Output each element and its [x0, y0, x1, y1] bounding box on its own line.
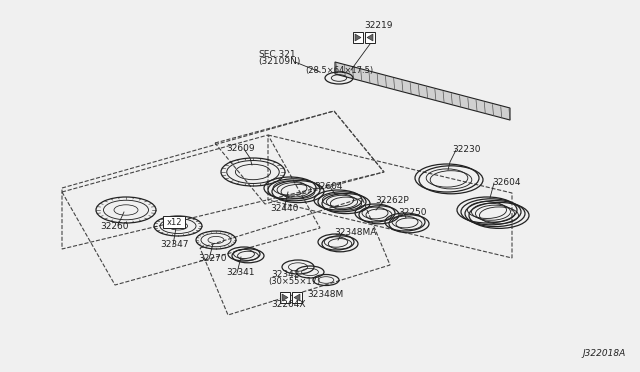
- Text: 32348M: 32348M: [307, 290, 343, 299]
- Text: (28.5×64×17.5): (28.5×64×17.5): [305, 66, 373, 75]
- Text: 32270: 32270: [198, 254, 227, 263]
- Bar: [353, 32, 363, 43]
- Text: 32604: 32604: [314, 182, 342, 191]
- Bar: [292, 292, 302, 303]
- Polygon shape: [294, 294, 300, 301]
- Polygon shape: [355, 34, 361, 41]
- Bar: [280, 292, 290, 303]
- Text: 32440: 32440: [270, 204, 298, 213]
- Text: 32609: 32609: [226, 144, 255, 153]
- Text: 32260: 32260: [100, 222, 129, 231]
- Text: 32230: 32230: [452, 145, 481, 154]
- Text: 32604: 32604: [492, 178, 520, 187]
- Polygon shape: [282, 294, 288, 301]
- Bar: [365, 32, 375, 43]
- Text: 32219: 32219: [364, 21, 392, 30]
- Text: SEC.321: SEC.321: [258, 50, 296, 59]
- Text: 32341: 32341: [226, 268, 255, 277]
- Text: 32342: 32342: [271, 270, 300, 279]
- Text: (32109N): (32109N): [258, 57, 300, 66]
- Text: x12: x12: [167, 218, 182, 227]
- Text: 32250: 32250: [398, 208, 426, 217]
- Text: J322018A: J322018A: [583, 349, 626, 358]
- Text: (30×55×17): (30×55×17): [268, 277, 320, 286]
- Polygon shape: [335, 62, 510, 120]
- Text: 32348MA: 32348MA: [334, 228, 376, 237]
- Text: 32347: 32347: [160, 240, 189, 249]
- Polygon shape: [367, 34, 373, 41]
- Bar: [163, 216, 185, 228]
- Text: 32262P: 32262P: [375, 196, 409, 205]
- Text: 32264X: 32264X: [271, 300, 305, 309]
